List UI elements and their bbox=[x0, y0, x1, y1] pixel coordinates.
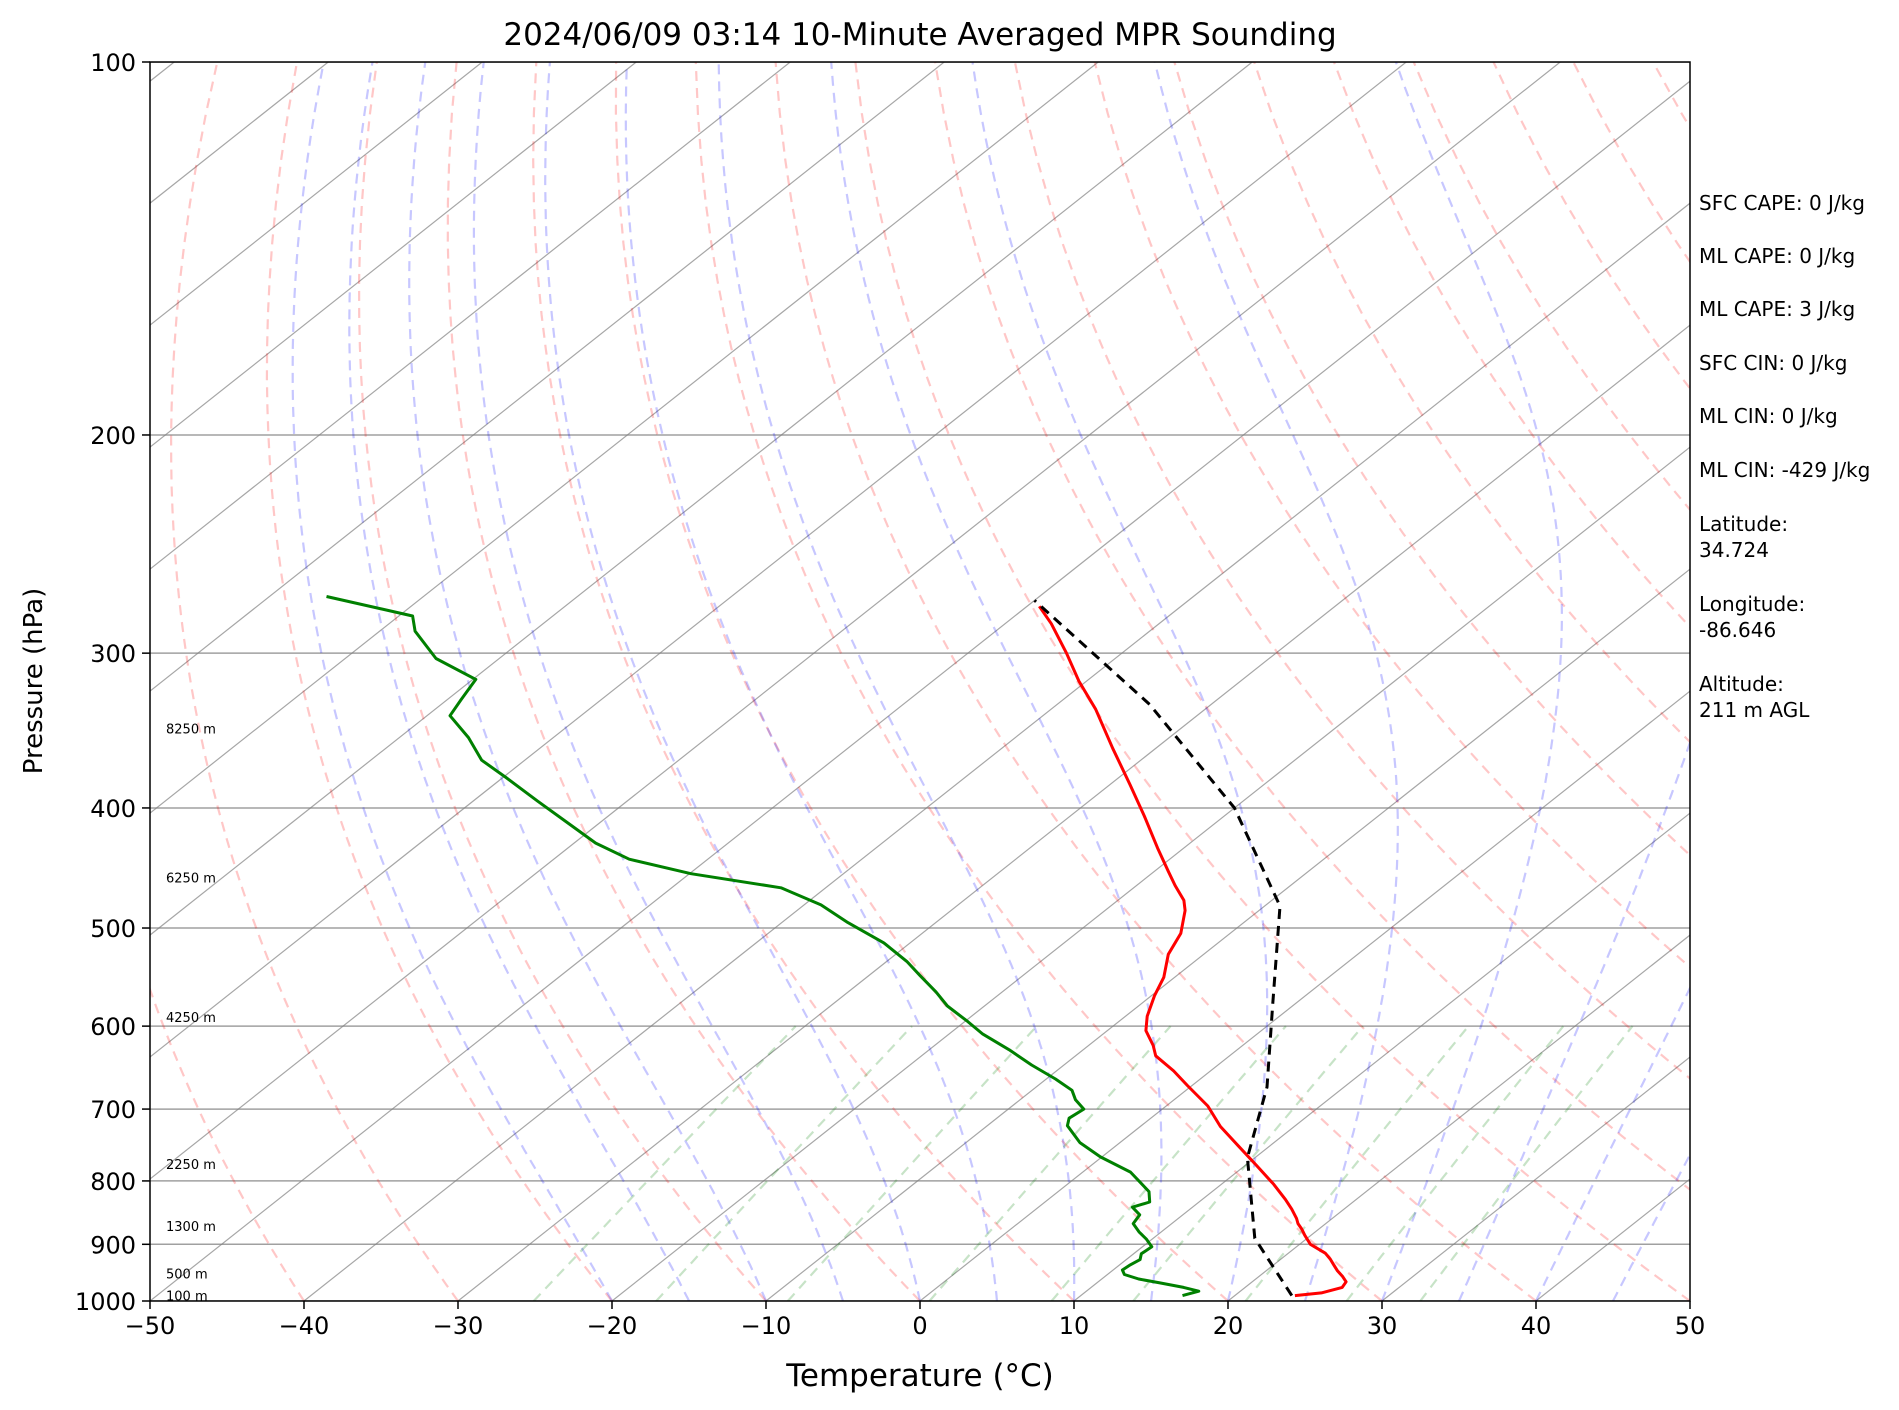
height-label: 8250 m bbox=[166, 722, 216, 737]
y-tick-label: 100 bbox=[90, 49, 136, 77]
x-tick-label: 30 bbox=[1367, 1312, 1398, 1340]
y-axis-label: Pressure (hPa) bbox=[19, 588, 49, 775]
height-label: 6250 m bbox=[166, 871, 216, 886]
stat-ml-cape-2: ML CAPE: 3 J/kg bbox=[1699, 297, 1855, 321]
y-tick-label: 200 bbox=[90, 422, 136, 450]
y-tick-label: 400 bbox=[90, 795, 136, 823]
stat-altitude-label: Altitude: bbox=[1699, 672, 1784, 696]
height-label: 500 m bbox=[166, 1267, 208, 1282]
x-tick-label: −50 bbox=[125, 1312, 176, 1340]
y-tick-label: 1000 bbox=[75, 1288, 136, 1316]
x-tick-label: 20 bbox=[1213, 1312, 1244, 1340]
height-label: 100 m bbox=[166, 1290, 208, 1305]
y-tick-label: 900 bbox=[90, 1231, 136, 1259]
x-tick-label: 10 bbox=[1059, 1312, 1090, 1340]
x-tick-label: 50 bbox=[1675, 1312, 1706, 1340]
x-tick-label: −20 bbox=[587, 1312, 638, 1340]
stat-sfc-cape: SFC CAPE: 0 J/kg bbox=[1699, 191, 1865, 215]
stat-latitude-value: 34.724 bbox=[1699, 538, 1769, 562]
chart-title: 2024/06/09 03:14 10-Minute Averaged MPR … bbox=[503, 17, 1336, 53]
x-tick-label: −30 bbox=[433, 1312, 484, 1340]
y-tick-label: 500 bbox=[90, 915, 136, 943]
y-tick-label: 600 bbox=[90, 1013, 136, 1041]
stat-ml-cape-1: ML CAPE: 0 J/kg bbox=[1699, 244, 1855, 268]
stat-altitude-value: 211 m AGL bbox=[1699, 698, 1810, 722]
stat-sfc-cin: SFC CIN: 0 J/kg bbox=[1699, 351, 1847, 375]
y-tick-label: 300 bbox=[90, 640, 136, 668]
stat-latitude-label: Latitude: bbox=[1699, 512, 1788, 536]
stat-ml-cin-2: ML CIN: -429 J/kg bbox=[1699, 458, 1870, 482]
height-label: 1300 m bbox=[166, 1220, 216, 1235]
height-label: 4250 m bbox=[166, 1011, 216, 1026]
height-label: 2250 m bbox=[166, 1158, 216, 1173]
x-axis-label: Temperature (°C) bbox=[785, 1358, 1054, 1394]
x-tick-label: −40 bbox=[279, 1312, 330, 1340]
x-tick-label: 40 bbox=[1521, 1312, 1552, 1340]
y-tick-label: 800 bbox=[90, 1168, 136, 1196]
stat-longitude-value: -86.646 bbox=[1699, 618, 1776, 642]
stat-longitude-label: Longitude: bbox=[1699, 592, 1805, 616]
x-tick-label: −10 bbox=[741, 1312, 792, 1340]
stat-ml-cin-1: ML CIN: 0 J/kg bbox=[1699, 404, 1838, 428]
x-tick-label: 0 bbox=[912, 1312, 927, 1340]
y-tick-label: 700 bbox=[90, 1096, 136, 1124]
